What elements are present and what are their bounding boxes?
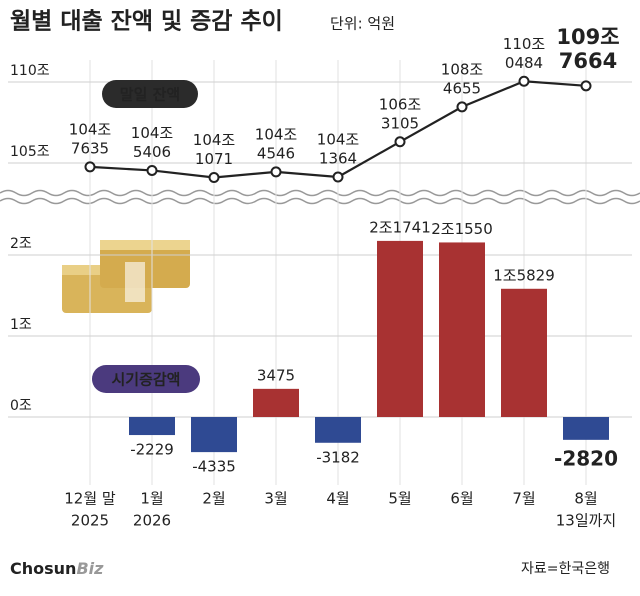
data-label: 7635 [71, 139, 109, 157]
logo: ChosunBiz [10, 559, 104, 578]
point [270, 166, 282, 178]
data-label: 4546 [257, 144, 295, 162]
legend-item: 시기증감액 [92, 365, 200, 393]
point [332, 171, 344, 183]
x-tick-label: 8월 [574, 490, 597, 508]
data-label: 104조 [255, 125, 298, 143]
y-tick-label: 1조 [10, 317, 32, 333]
legend-badge [92, 365, 200, 393]
bar [377, 240, 423, 417]
point [580, 80, 592, 92]
x-tick-label: 7월 [512, 490, 535, 508]
legend-label: 말일 잔액 [120, 86, 180, 104]
x-tick-label: 5월 [388, 490, 411, 508]
x-tick-label: 3월 [264, 490, 287, 508]
legend-item: 말일 잔액 [102, 80, 198, 108]
point [394, 136, 406, 148]
y-tick-label: 2조 [10, 236, 32, 252]
x-tick-label: 13일까지 [556, 512, 617, 530]
x-tick-label: 2025 [71, 512, 109, 530]
data-label: 5406 [133, 143, 171, 161]
legend-label: 시기증감액 [111, 371, 180, 389]
point [146, 164, 158, 176]
data-label: 1071 [195, 150, 233, 168]
point [456, 101, 468, 113]
point [84, 161, 96, 173]
data-label: 7664 [559, 49, 617, 73]
source: 자료=한국은행 [521, 561, 610, 577]
axis-break [0, 197, 640, 205]
data-label: 3105 [381, 114, 419, 132]
bar [501, 288, 547, 417]
x-tick-label: 2월 [202, 490, 225, 508]
bar [253, 388, 299, 417]
data-label: 3475 [257, 366, 295, 384]
y-tick-label: 105조 [10, 144, 50, 160]
data-label: 104조 [193, 131, 236, 149]
data-label: 109조 [556, 25, 619, 49]
y-tick-label: 110조 [10, 63, 50, 79]
data-label: 2조1741 [369, 218, 431, 236]
point [518, 75, 530, 87]
bar [191, 417, 237, 453]
y-tick-label: 0조 [10, 398, 32, 414]
bar [439, 242, 485, 417]
data-label: 104조 [131, 124, 174, 142]
data-label: 1조5829 [493, 266, 555, 284]
data-label: 106조 [379, 95, 422, 113]
x-tick-label: 12월 말 [64, 490, 116, 508]
data-label: 110조 [503, 35, 546, 53]
data-label: 4655 [443, 79, 481, 97]
legend-badge [102, 80, 198, 108]
x-tick-label: 4월 [326, 490, 349, 508]
data-label: 0484 [505, 54, 543, 72]
x-tick-label: 6월 [450, 490, 473, 508]
point [208, 171, 220, 183]
data-label: 108조 [441, 60, 484, 78]
data-label: -2229 [130, 441, 174, 459]
data-label: 2조1550 [431, 220, 493, 238]
axis-break [0, 189, 640, 197]
chart-subtitle: 단위: 억원 [330, 15, 395, 33]
data-label: 1364 [319, 149, 357, 167]
data-label: -2820 [554, 446, 618, 470]
chart-title: 월별 대출 잔액 및 증감 추이 [10, 9, 283, 35]
x-tick-label: 2026 [133, 512, 171, 530]
x-tick-label: 1월 [140, 490, 163, 508]
data-label: 104조 [69, 120, 112, 138]
bar [315, 417, 361, 443]
data-label: 104조 [317, 130, 360, 148]
money-illustration [62, 240, 190, 313]
bar [563, 417, 609, 440]
data-label: -3182 [316, 448, 360, 466]
bar [129, 417, 175, 436]
data-label: -4335 [192, 458, 236, 476]
